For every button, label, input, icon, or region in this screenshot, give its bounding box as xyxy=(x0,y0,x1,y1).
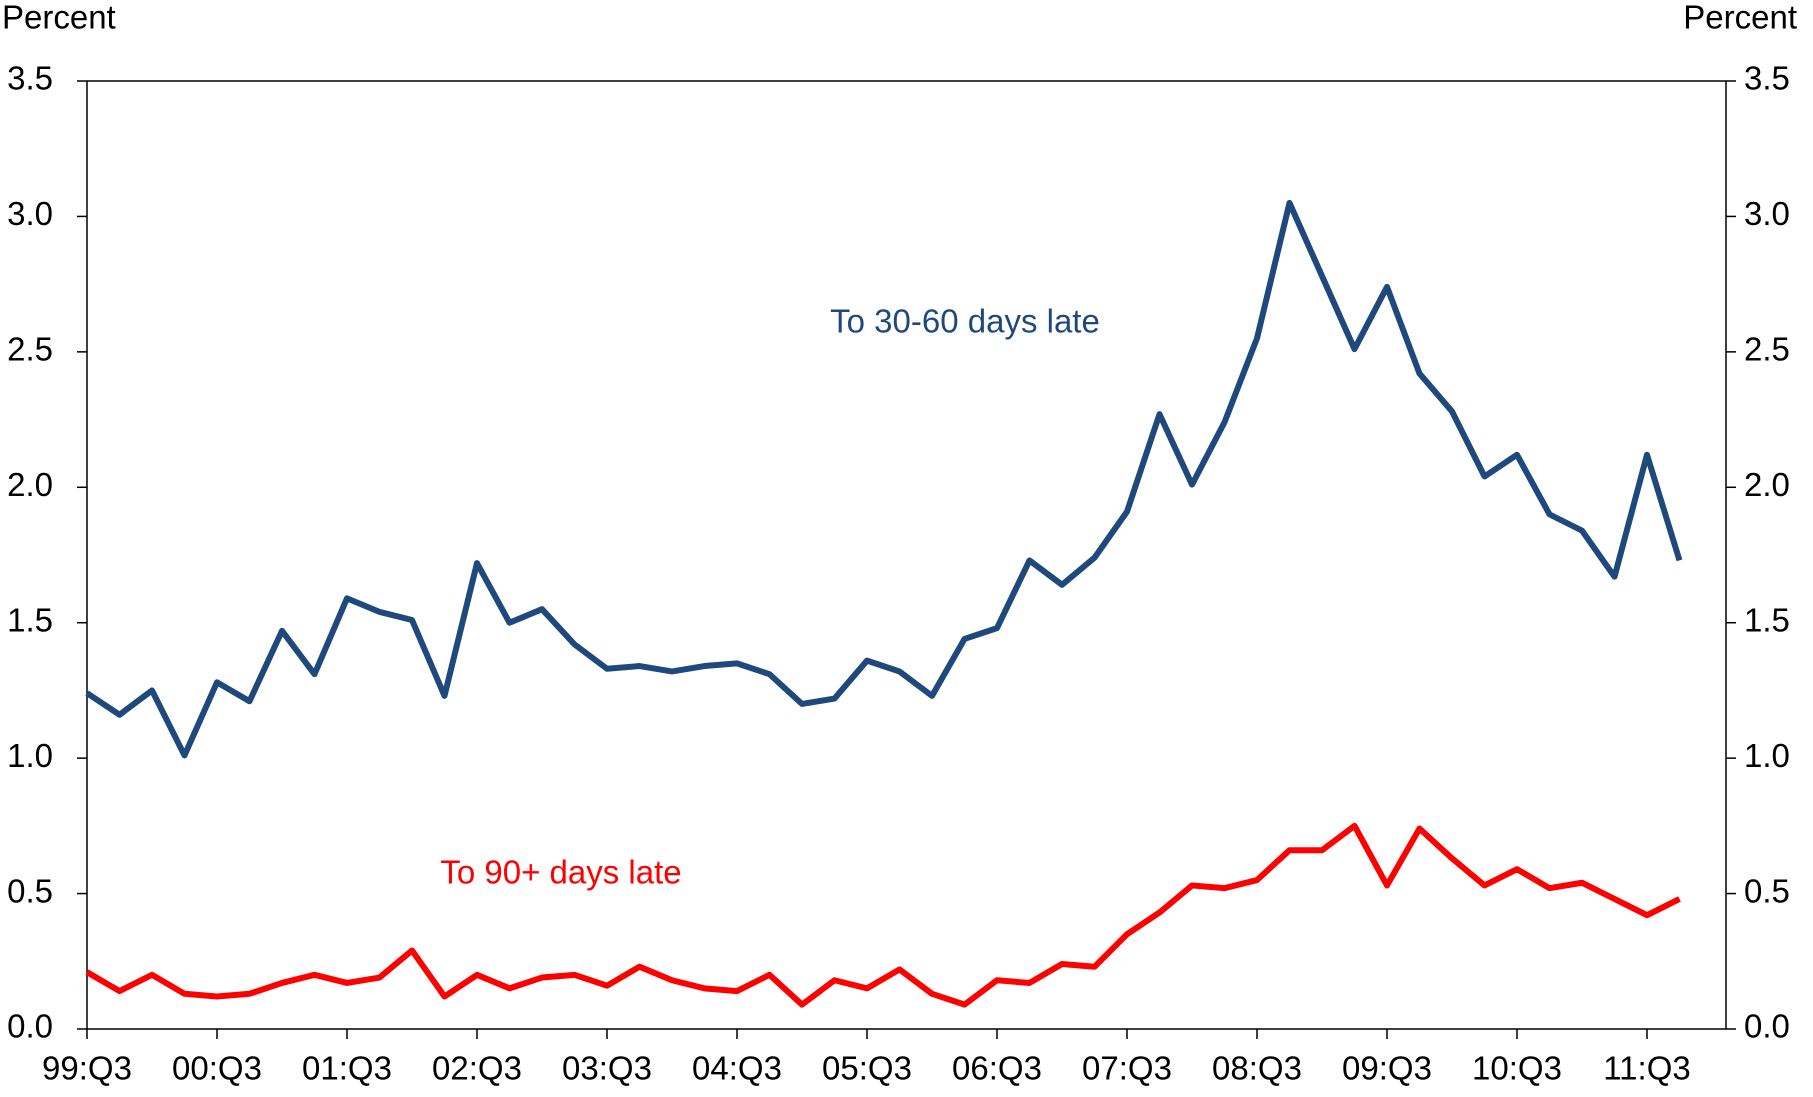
x-tick-label: 04:Q3 xyxy=(692,1050,782,1087)
x-tick-label: 05:Q3 xyxy=(822,1050,912,1087)
x-tick-label: 09:Q3 xyxy=(1342,1050,1432,1087)
x-tick-label: 03:Q3 xyxy=(562,1050,652,1087)
y2-axis-label: Percent xyxy=(1683,0,1797,36)
series-label: To 90+ days late xyxy=(440,854,681,891)
y-tick-label: 1.0 xyxy=(7,737,53,774)
x-tick-label: 01:Q3 xyxy=(302,1050,392,1087)
y2-tick-label: 2.5 xyxy=(1744,331,1790,368)
y2-tick-label: 0.5 xyxy=(1744,872,1790,909)
y2-tick-label: 3.5 xyxy=(1744,60,1790,97)
y-axis-label: Percent xyxy=(2,0,116,36)
y2-tick-label: 3.0 xyxy=(1744,195,1790,232)
y2-tick-label: 1.0 xyxy=(1744,737,1790,774)
x-tick-label: 08:Q3 xyxy=(1212,1050,1302,1087)
x-tick-label: 10:Q3 xyxy=(1472,1050,1562,1087)
y-tick-label: 1.5 xyxy=(7,601,53,638)
data-line xyxy=(85,822,1681,1008)
y2-tick-label: 2.0 xyxy=(1744,466,1790,503)
x-tick-label: 02:Q3 xyxy=(432,1050,522,1087)
y-tick-label: 3.0 xyxy=(7,195,53,232)
y-tick-label: 2.0 xyxy=(7,466,53,503)
x-tick-label: 07:Q3 xyxy=(1082,1050,1172,1087)
y-tick-label: 3.5 xyxy=(7,60,53,97)
y2-tick-label: 1.5 xyxy=(1744,601,1790,638)
y-tick-label: 0.0 xyxy=(7,1008,53,1045)
x-tick-label: 00:Q3 xyxy=(172,1050,262,1087)
y-tick-label: 2.5 xyxy=(7,331,53,368)
x-tick-label: 99:Q3 xyxy=(42,1050,132,1087)
x-tick-label: 11:Q3 xyxy=(1603,1050,1690,1087)
y-tick-label: 0.5 xyxy=(7,872,53,909)
data-line xyxy=(85,199,1683,759)
y2-tick-label: 0.0 xyxy=(1744,1008,1790,1045)
series-label: To 30-60 days late xyxy=(830,303,1100,340)
x-tick-label: 06:Q3 xyxy=(952,1050,1042,1087)
